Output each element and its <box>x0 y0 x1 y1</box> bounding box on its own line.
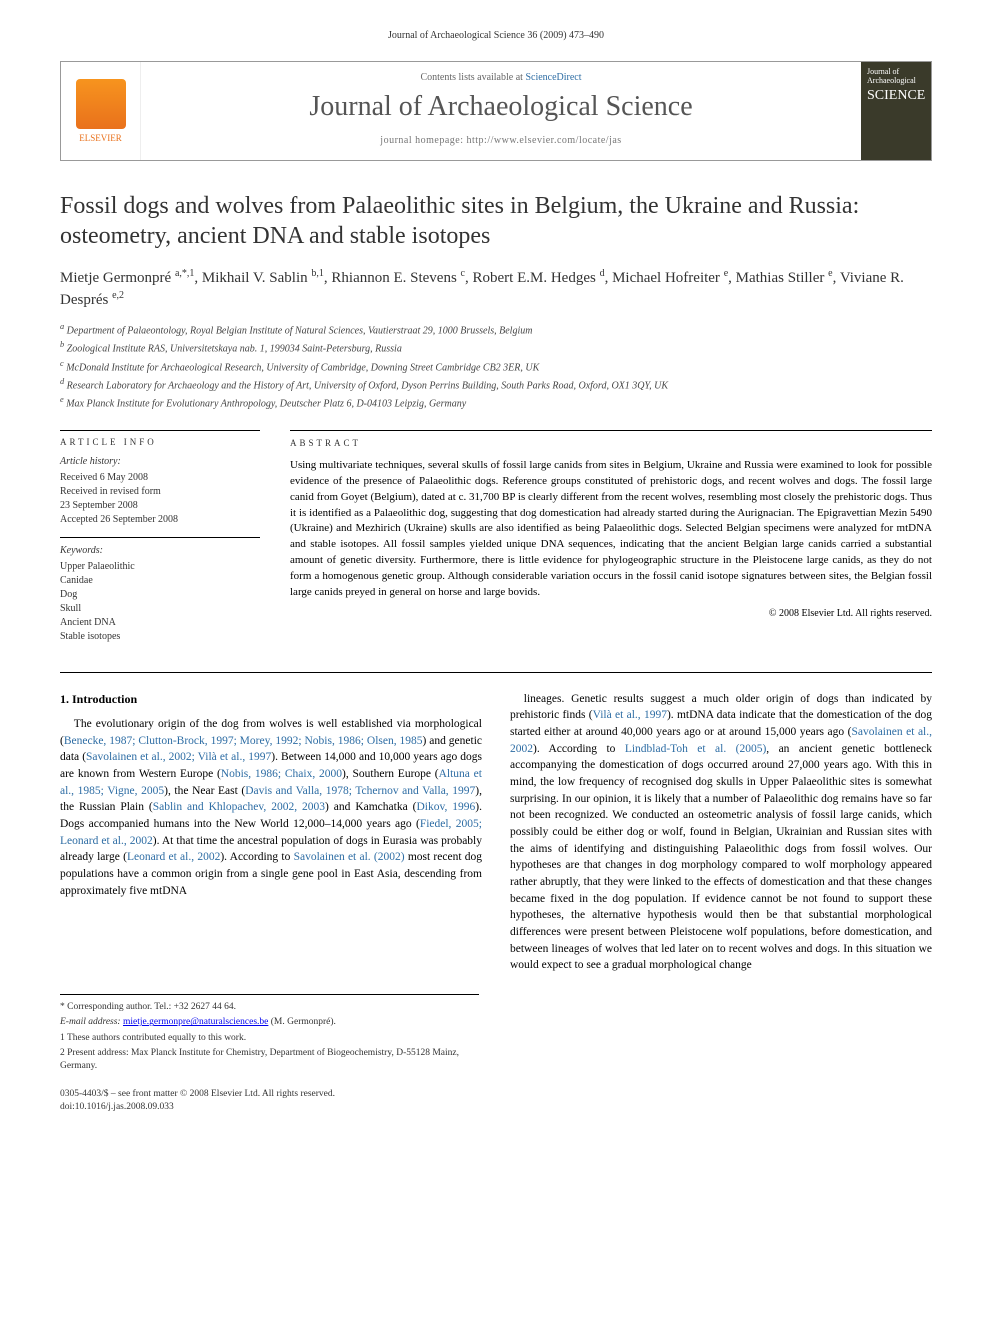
history-label: Article history: <box>60 455 260 469</box>
history-line: 23 September 2008 <box>60 499 260 513</box>
affiliation-item: b Zoological Institute RAS, Universitets… <box>60 339 932 356</box>
citation-link[interactable]: Fiedel, 2005; Leonard et al., 2002 <box>60 818 482 847</box>
history-line: Accepted 26 September 2008 <box>60 513 260 527</box>
abstract-heading: ABSTRACT <box>290 430 932 450</box>
journal-cover-thumbnail: Journal of Archaeological SCIENCE <box>861 62 931 160</box>
keyword-item: Ancient DNA <box>60 616 260 630</box>
keywords-block: Keywords: Upper PalaeolithicCanidaeDogSk… <box>60 544 260 644</box>
abstract-text: Using multivariate techniques, several s… <box>290 458 932 601</box>
history-line: Received in revised form <box>60 485 260 499</box>
keyword-item: Dog <box>60 588 260 602</box>
footnote-1: 1 These authors contributed equally to t… <box>60 1032 479 1045</box>
article-title: Fossil dogs and wolves from Palaeolithic… <box>60 191 932 251</box>
footnotes: * Corresponding author. Tel.: +32 2627 4… <box>60 994 479 1073</box>
keyword-item: Skull <box>60 602 260 616</box>
email-line: E-mail address: mietje.germonpre@natural… <box>60 1016 479 1029</box>
body-columns: 1. Introduction The evolutionary origin … <box>60 691 932 974</box>
corresponding-author: * Corresponding author. Tel.: +32 2627 4… <box>60 1001 479 1014</box>
citation-link[interactable]: Dikov, 1996 <box>416 801 475 813</box>
footer: 0305-4403/$ – see front matter © 2008 El… <box>60 1088 932 1115</box>
info-abstract-row: ARTICLE INFO Article history: Received 6… <box>60 430 932 654</box>
email-attribution: (M. Germonpré). <box>271 1017 336 1027</box>
citation-link[interactable]: Nobis, 1986; Chaix, 2000 <box>221 768 342 780</box>
email-label: E-mail address: <box>60 1017 121 1027</box>
affiliation-list: a Department of Palaeontology, Royal Bel… <box>60 321 932 412</box>
citation-link[interactable]: Savolainen et al., 2002; Vilà et al., 19… <box>86 751 271 763</box>
keyword-item: Stable isotopes <box>60 630 260 644</box>
doi-line: doi:10.1016/j.jas.2008.09.033 <box>60 1101 932 1114</box>
affiliation-item: c McDonald Institute for Archaeological … <box>60 358 932 375</box>
citation-link[interactable]: Lindblad-Toh et al. (2005) <box>625 743 766 755</box>
citation-link[interactable]: Leonard et al., 2002 <box>127 851 220 863</box>
section-heading: 1. Introduction <box>60 691 482 708</box>
abstract-copyright: © 2008 Elsevier Ltd. All rights reserved… <box>290 607 932 622</box>
elsevier-tree-icon <box>76 79 126 129</box>
citation-link[interactable]: Vilà et al., 1997 <box>593 709 667 721</box>
author-list: Mietje Germonpré a,*,1, Mikhail V. Sabli… <box>60 267 932 311</box>
body-para-left: The evolutionary origin of the dog from … <box>60 716 482 899</box>
affiliation-item: e Max Planck Institute for Evolutionary … <box>60 394 932 411</box>
cover-line-3: SCIENCE <box>867 88 925 104</box>
publisher-name: ELSEVIER <box>79 133 122 143</box>
sciencedirect-link[interactable]: ScienceDirect <box>525 72 581 83</box>
body-col-left: 1. Introduction The evolutionary origin … <box>60 691 482 974</box>
running-head: Journal of Archaeological Science 36 (20… <box>60 30 932 41</box>
sd-prefix: Contents lists available at <box>420 72 525 83</box>
article-info: ARTICLE INFO Article history: Received 6… <box>60 430 260 654</box>
body-para-right: lineages. Genetic results suggest a much… <box>510 691 932 974</box>
elsevier-logo: ELSEVIER <box>61 62 141 160</box>
citation-link[interactable]: Davis and Valla, 1978; Tchernov and Vall… <box>245 785 475 797</box>
keywords-label: Keywords: <box>60 544 260 558</box>
cover-line-2: Archaeological <box>867 77 925 86</box>
author-email-link[interactable]: mietje.germonpre@naturalsciences.be <box>123 1017 268 1027</box>
journal-header: ELSEVIER Contents lists available at Sci… <box>60 61 932 161</box>
citation-link[interactable]: Sablin and Khlopachev, 2002, 2003 <box>153 801 325 813</box>
abstract: ABSTRACT Using multivariate techniques, … <box>290 430 932 654</box>
keyword-item: Upper Palaeolithic <box>60 560 260 574</box>
journal-name: Journal of Archaeological Science <box>151 91 851 123</box>
footnote-2: 2 Present address: Max Planck Institute … <box>60 1047 479 1074</box>
affiliation-item: a Department of Palaeontology, Royal Bel… <box>60 321 932 338</box>
info-separator <box>60 537 260 538</box>
keyword-item: Canidae <box>60 574 260 588</box>
history-line: Received 6 May 2008 <box>60 471 260 485</box>
article-history: Article history: Received 6 May 2008Rece… <box>60 455 260 527</box>
article-info-heading: ARTICLE INFO <box>60 430 260 447</box>
sciencedirect-line: Contents lists available at ScienceDirec… <box>151 72 851 83</box>
body-col-right: lineages. Genetic results suggest a much… <box>510 691 932 974</box>
front-matter-line: 0305-4403/$ – see front matter © 2008 El… <box>60 1088 932 1101</box>
affiliation-item: d Research Laboratory for Archaeology an… <box>60 376 932 393</box>
citation-link[interactable]: Savolainen et al. (2002) <box>294 851 405 863</box>
body-separator <box>60 672 932 673</box>
journal-homepage: journal homepage: http://www.elsevier.co… <box>151 135 851 146</box>
citation-link[interactable]: Benecke, 1987; Clutton-Brock, 1997; More… <box>64 735 423 747</box>
header-center: Contents lists available at ScienceDirec… <box>141 62 861 160</box>
